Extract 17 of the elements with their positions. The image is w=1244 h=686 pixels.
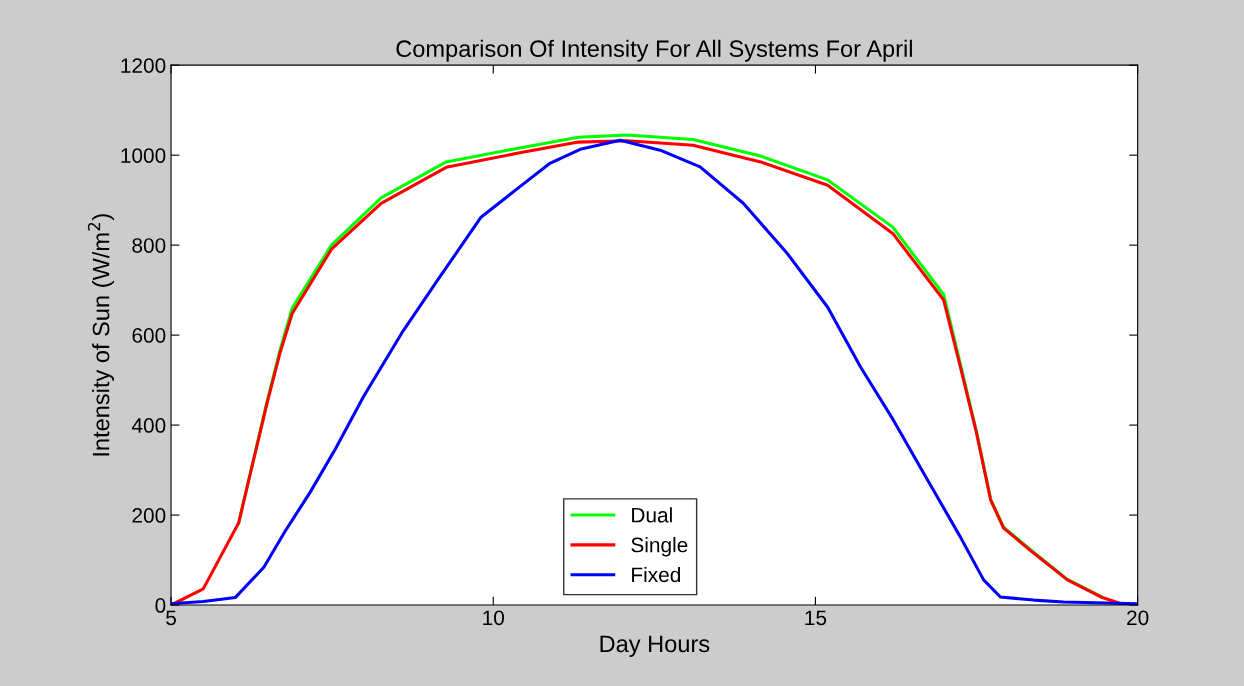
x-axis-title: Day Hours bbox=[600, 635, 710, 657]
legend-label: Dual bbox=[632, 507, 672, 523]
legend-label: Single bbox=[631, 537, 688, 557]
y-tick-label: 400 bbox=[131, 418, 166, 433]
y-tick-label: 1000 bbox=[121, 148, 166, 163]
x-tick-label: 15 bbox=[805, 610, 827, 626]
x-tick-label: 5 bbox=[166, 610, 176, 626]
y-tick-label: 200 bbox=[132, 508, 166, 523]
y-axis-title: Intensity of Sun (W/m$^{2}$) bbox=[87, 214, 115, 456]
chart-title: Comparison Of Intensity For All Systems For April bbox=[396, 39, 912, 62]
y-tick-label: 600 bbox=[132, 328, 166, 343]
x-tick-label: 20 bbox=[1127, 610, 1149, 626]
y-tick-label: 800 bbox=[132, 238, 166, 253]
y-tick-label: 1200 bbox=[121, 58, 166, 73]
y-tick-label: 0 bbox=[155, 598, 166, 613]
legend-label: Fixed bbox=[632, 566, 680, 583]
x-tick-label: 10 bbox=[483, 610, 505, 626]
